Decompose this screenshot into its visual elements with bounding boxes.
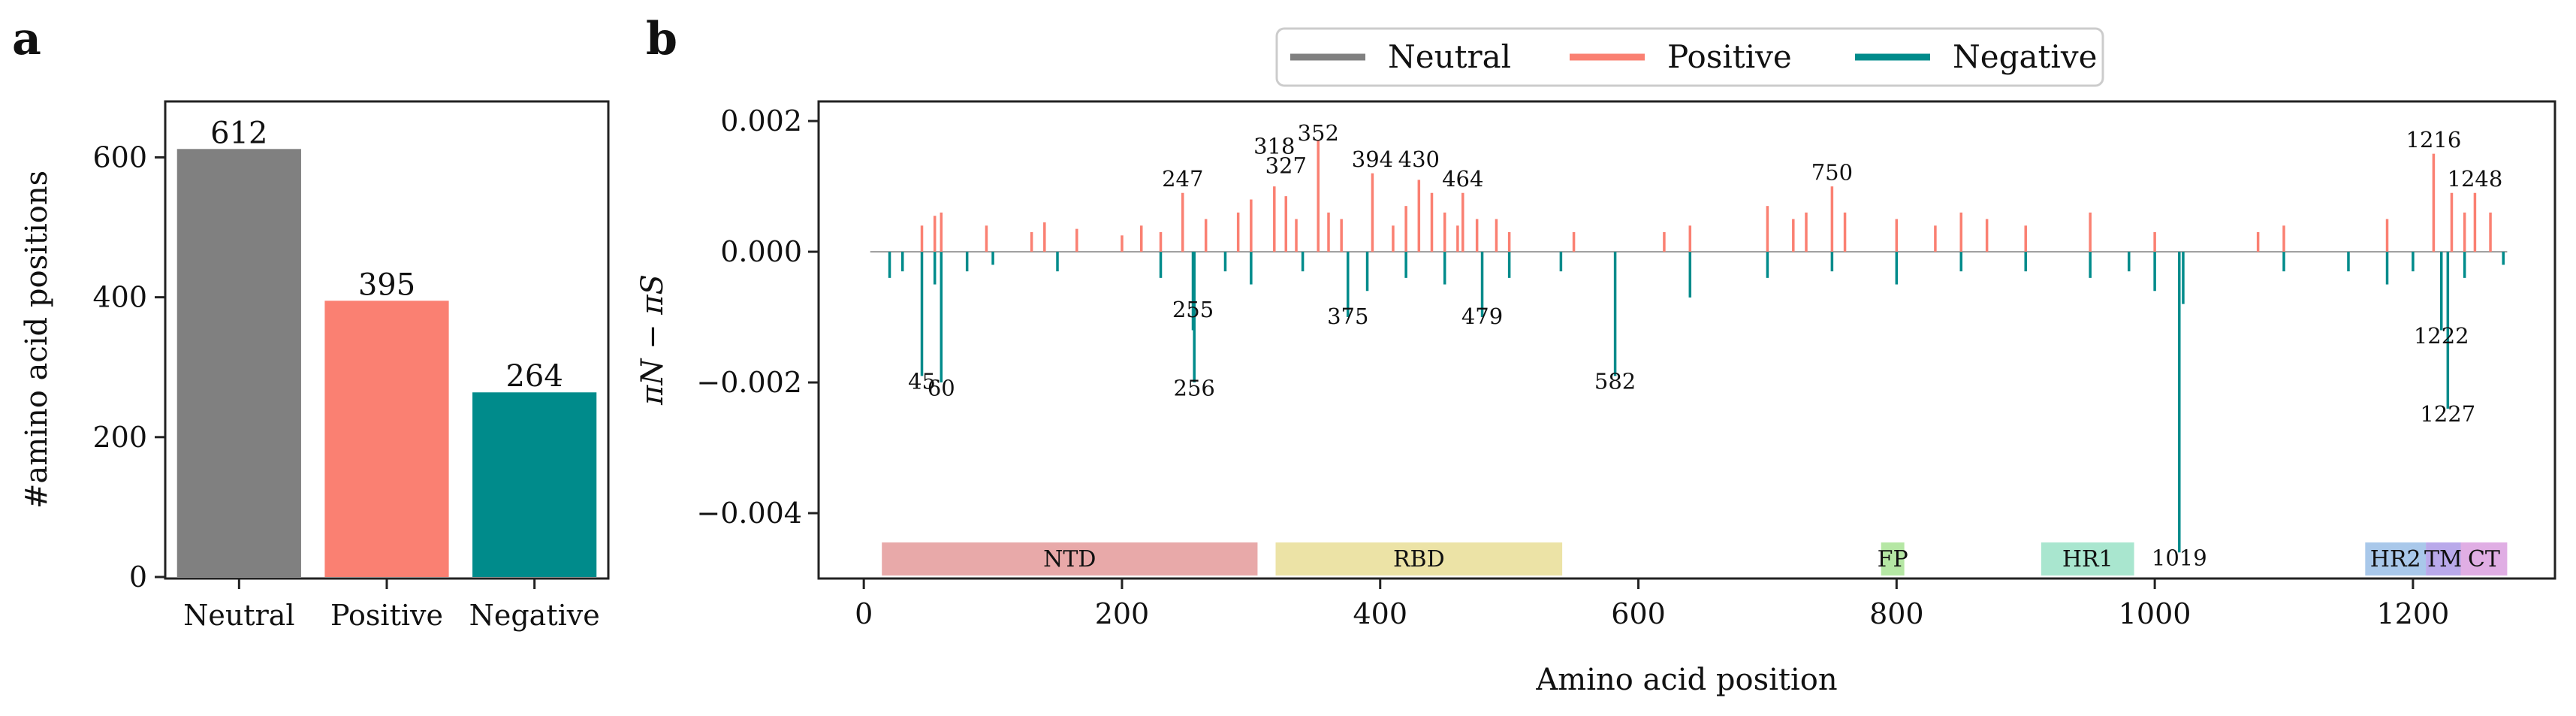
domain-regions: NTD RBD FP HR1 HR2 TM CT [882, 542, 2508, 576]
position-label: 318 [1253, 134, 1295, 159]
region-ct [2460, 542, 2508, 576]
position-label: 582 [1594, 369, 1636, 394]
x-tick-label: 400 [1353, 597, 1407, 630]
x-tick-label: 1000 [2119, 597, 2191, 630]
position-label: 255 [1172, 297, 1214, 322]
legend-label-positive: Positive [1667, 38, 1792, 75]
bar-neutral [176, 149, 301, 578]
panel-a-letter: a [12, 13, 41, 65]
panel-b-y-axis-label: πN − πS [635, 274, 670, 406]
position-label: 464 [1442, 166, 1483, 192]
region-ntd [882, 542, 1258, 576]
position-label: 1019 [2152, 545, 2207, 571]
x-tick-label: Neutral [183, 599, 294, 632]
region-label-tm: TM [2424, 546, 2463, 572]
legend-box [1275, 27, 2104, 87]
region-hr1 [2041, 542, 2134, 576]
x-tick-label: 200 [1095, 597, 1150, 630]
position-label: 430 [1398, 147, 1440, 172]
x-tick-label: Negative [469, 599, 600, 632]
x-tick-label: 0 [855, 597, 873, 630]
x-tick-label: Positive [330, 599, 443, 632]
region-tm [2426, 542, 2461, 576]
panel-a-y-ticks: 0 200 400 600 [92, 140, 165, 594]
x-tick-label: 800 [1869, 597, 1924, 630]
position-label: 327 [1265, 153, 1307, 179]
position-label: 352 [1298, 120, 1339, 146]
position-label: 247 [1162, 166, 1203, 192]
panel-b-y-ticks: −0.004 −0.002 0.000 0.002 [696, 104, 819, 530]
position-label: 479 [1461, 304, 1503, 329]
region-label-hr1: HR1 [2062, 546, 2113, 572]
panel-b-x-ticks: 0 200 400 600 800 1000 1200 [855, 579, 2449, 630]
y-tick-label: 0 [129, 560, 147, 594]
region-label-ct: CT [2468, 546, 2500, 572]
y-tick-label: −0.004 [696, 497, 802, 530]
panel-b-letter: b [646, 13, 677, 65]
panel-b-x-axis-label: Amino acid position [1535, 663, 1837, 697]
bar-value-label: 612 [210, 116, 267, 150]
position-label: 1222 [2414, 323, 2469, 349]
legend: Neutral Positive Negative [1275, 27, 2104, 87]
panel-b-frame [817, 100, 2556, 580]
legend-items: Neutral Positive Negative [1290, 38, 2097, 75]
position-label: 375 [1327, 304, 1368, 329]
y-tick-label: 0.002 [720, 104, 802, 137]
bar-value-label: 264 [505, 359, 563, 394]
region-rbd [1275, 542, 1563, 576]
region-label-rbd: RBD [1393, 546, 1445, 572]
x-tick-label: 600 [1611, 597, 1666, 630]
position-label: 1248 [2448, 166, 2503, 192]
x-tick-label: 1200 [2377, 597, 2450, 630]
legend-label-negative: Negative [1953, 38, 2097, 75]
bar-negative [472, 392, 597, 577]
position-label: 394 [1352, 147, 1393, 172]
y-tick-label: 600 [92, 140, 147, 174]
region-label-ntd: NTD [1043, 546, 1096, 572]
position-label: 750 [1811, 159, 1853, 185]
panel-a-bars: 612 395 264 [176, 116, 597, 578]
bar-positive [324, 301, 449, 577]
panel-a-y-axis-label: #amino acid positions [20, 171, 54, 509]
region-fp [1881, 542, 1905, 576]
position-label: 60 [928, 375, 955, 400]
region-hr2 [2365, 542, 2427, 576]
legend-label-neutral: Neutral [1388, 38, 1511, 75]
position-label: 1216 [2406, 127, 2462, 153]
y-tick-label: 400 [92, 281, 147, 314]
region-label-fp: FP [1878, 546, 1908, 572]
position-label: 256 [1174, 375, 1215, 400]
position-label: 45 [908, 369, 936, 394]
panel-b-bars [888, 140, 2505, 553]
panel-a-x-ticks: Neutral Positive Negative [183, 579, 600, 632]
y-tick-label: 200 [92, 421, 147, 454]
panel-a-chart: 0 200 400 600 612 395 264 Neutral Positive Nega… [20, 100, 610, 632]
position-label: 1227 [2420, 401, 2475, 427]
region-label-hr2: HR2 [2370, 546, 2421, 572]
bar-value-label: 395 [358, 267, 415, 302]
y-tick-label: 0.000 [720, 235, 802, 268]
y-tick-label: −0.002 [696, 366, 802, 399]
